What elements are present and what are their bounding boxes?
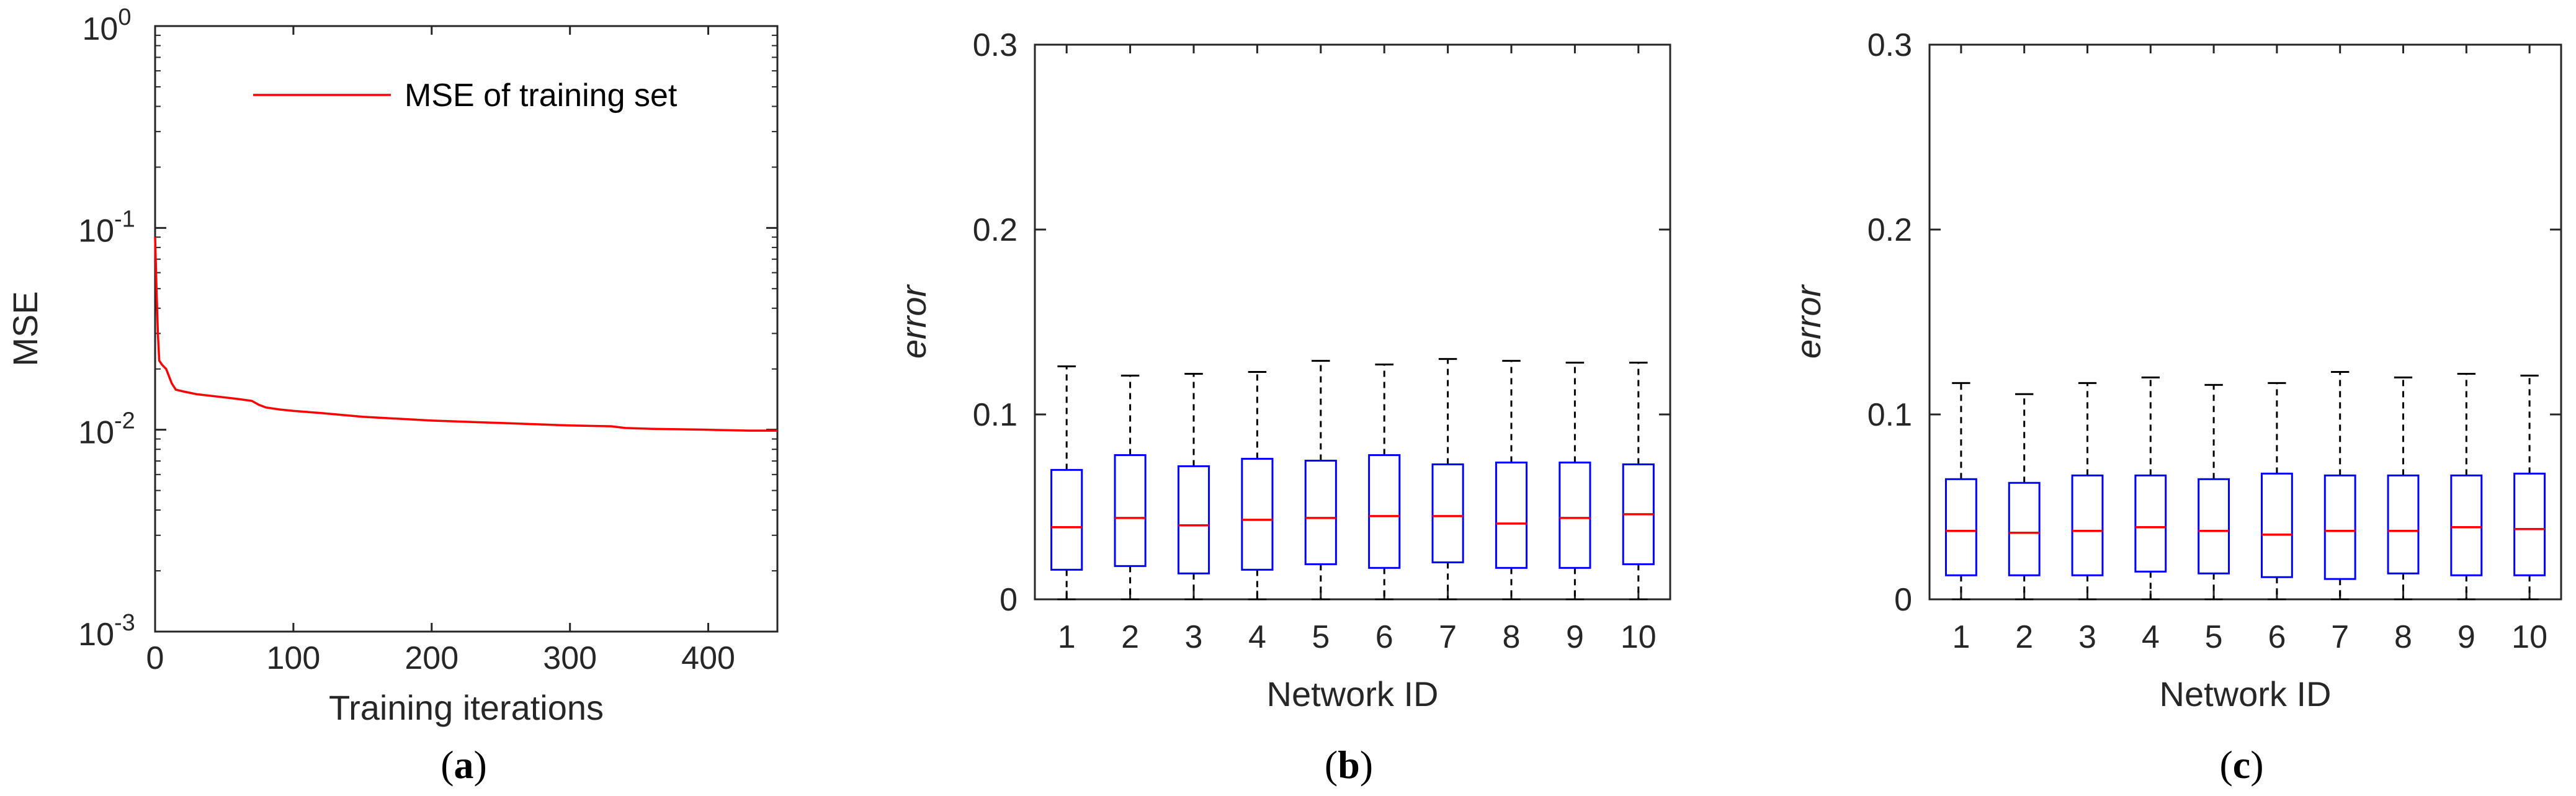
box-iqr (1241, 458, 1274, 571)
x-tick-label: 7 (2331, 619, 2349, 655)
box-iqr (2198, 478, 2230, 575)
legend-label: MSE of training set (405, 78, 678, 114)
x-tick-label: 10 (2511, 619, 2547, 655)
y-tick-label: 10-2 (78, 408, 135, 451)
x-tick-label: 3 (1185, 619, 1203, 655)
x-tick-label: 3 (2078, 619, 2096, 655)
y-axis-label: MSE (6, 291, 45, 366)
x-tick-label: 8 (1503, 619, 1521, 655)
x-tick-label: 8 (2394, 619, 2412, 655)
box-iqr (2008, 481, 2041, 576)
y-axis-label: error (1789, 284, 1828, 359)
box-iqr (1431, 463, 1464, 563)
box-iqr (2450, 474, 2483, 576)
panel-label-b: (b) (1325, 743, 1373, 787)
x-tick-label: 9 (2457, 619, 2475, 655)
y-tick-label: 0.1 (1867, 397, 1912, 433)
panel-label-a: (a) (441, 743, 487, 787)
x-tick-label: 400 (681, 640, 735, 676)
y-tick-exponent: -1 (114, 206, 135, 232)
x-tick-label: 4 (1248, 619, 1266, 655)
y-tick-base: 10 (78, 617, 114, 653)
x-tick-label: 7 (1439, 619, 1457, 655)
x-tick-label: 5 (2205, 619, 2223, 655)
plot-frame (1928, 43, 2562, 601)
x-tick-label: 4 (2142, 619, 2160, 655)
y-tick-exponent: -2 (114, 408, 135, 434)
panel-label-c: (c) (2219, 743, 2263, 787)
y-tick-label: 0.1 (973, 397, 1017, 433)
x-tick-label: 5 (1312, 619, 1330, 655)
y-tick-label: 0 (1000, 582, 1017, 618)
x-tick-label: 100 (267, 640, 321, 676)
x-tick-label: 1 (1952, 619, 1970, 655)
x-tick-label: 10 (1621, 619, 1657, 655)
box-iqr (2071, 474, 2104, 576)
x-tick-label: 1 (1058, 619, 1076, 655)
x-tick-label: 2 (2015, 619, 2033, 655)
panel-c-boxplot: 0 0.1 0.2 0.3 1 2 3 4 5 6 7 8 9 10 Network ID error (c) (1789, 27, 2562, 787)
x-tick-label: 9 (1566, 619, 1584, 655)
y-axis-label: error (894, 284, 933, 359)
plot-frame (154, 25, 779, 633)
y-tick-base: 10 (78, 415, 114, 451)
box-iqr (2513, 472, 2546, 576)
y-tick-label: 10-1 (78, 206, 135, 249)
y-tick-label: 0.3 (973, 27, 1017, 63)
box-iqr (1177, 465, 1210, 575)
x-tick-label: 0 (146, 640, 164, 676)
y-tick-exponent: 0 (118, 4, 131, 30)
y-tick-exponent: -3 (114, 610, 135, 636)
y-tick-label: 100 (83, 4, 132, 47)
box-iqr (1050, 468, 1083, 571)
y-tick-label: 0.2 (1867, 212, 1912, 248)
y-tick-base: 10 (78, 213, 114, 249)
x-tick-label: 6 (1375, 619, 1393, 655)
box-iqr (1114, 454, 1147, 567)
x-tick-label: 2 (1121, 619, 1139, 655)
box-iqr (1368, 454, 1401, 569)
x-tick-label: 300 (543, 640, 597, 676)
box-iqr (1495, 461, 1528, 569)
plot-frame (1034, 43, 1671, 601)
box-iqr (2323, 474, 2356, 580)
panel-b-boxplot: 0 0.1 0.2 0.3 1 2 3 4 5 6 7 8 9 10 Network ID error (b) (894, 27, 1671, 787)
x-axis-label: Training iterations (329, 688, 604, 727)
box-iqr (2387, 474, 2420, 575)
y-tick-label: 0 (1894, 582, 1912, 618)
box-iqr (1559, 461, 1591, 569)
box-iqr (1944, 478, 1977, 576)
box-iqr (2260, 472, 2293, 578)
x-tick-label: 6 (2268, 619, 2286, 655)
x-tick-label: 200 (405, 640, 458, 676)
series-line-mse (154, 237, 777, 432)
x-axis-label: Network ID (1267, 674, 1439, 713)
box-iqr (1304, 460, 1337, 565)
x-axis-label: Network ID (2160, 674, 2332, 713)
y-tick-label: 0.3 (1867, 27, 1912, 63)
y-tick-base: 10 (83, 11, 119, 47)
box-iqr (2134, 474, 2167, 573)
y-tick-label: 0.2 (973, 212, 1017, 248)
y-tick-label: 10-3 (78, 610, 135, 653)
